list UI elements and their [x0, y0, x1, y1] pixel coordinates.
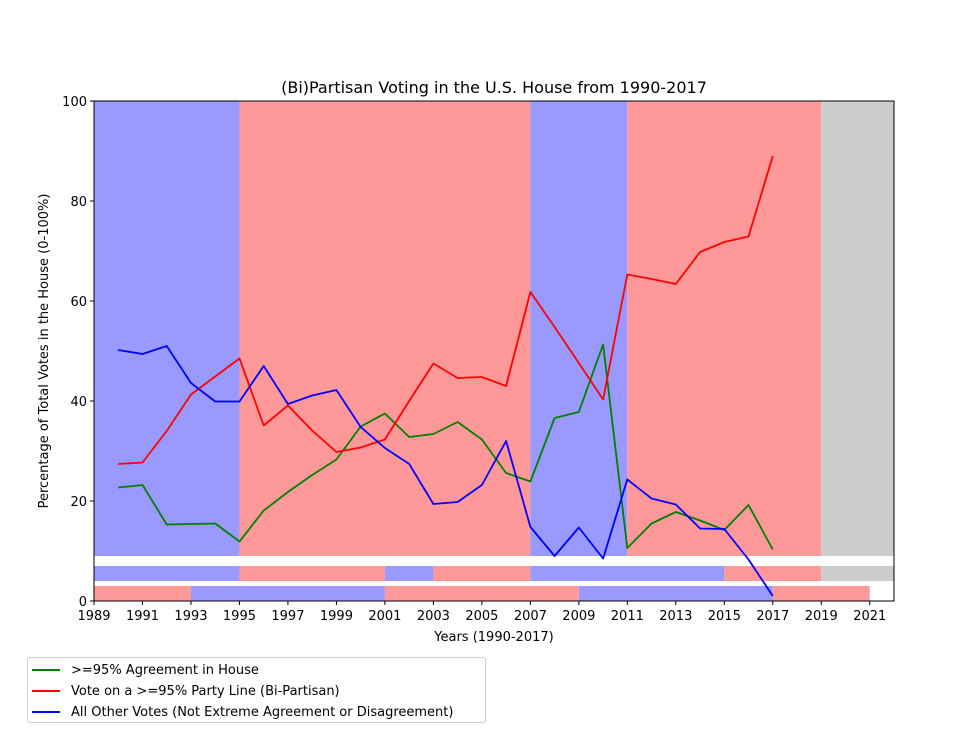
y-tick-label: 20 [70, 495, 87, 510]
y-tick-label: 40 [70, 395, 87, 410]
band-lower-strip [772, 586, 870, 601]
x-tick-label: 2001 [368, 609, 401, 624]
legend-swatch-blue [32, 711, 60, 713]
band-upper-strip [724, 566, 822, 581]
x-tick-label: 2011 [611, 609, 644, 624]
series-line-0 [118, 343, 774, 550]
y-axis: 0 20 40 60 80 100 [62, 95, 94, 610]
x-tick-label: 2009 [562, 609, 595, 624]
x-tick-label: 1999 [320, 609, 353, 624]
band-main [530, 101, 628, 556]
x-tick-label: 1995 [223, 609, 256, 624]
background-bands [94, 101, 894, 601]
x-tick-label: 2019 [805, 609, 838, 624]
x-tick-label: 1991 [126, 609, 159, 624]
x-tick-label: 1993 [174, 609, 207, 624]
y-tick-label: 60 [70, 295, 87, 310]
x-tick-label: 2005 [465, 609, 498, 624]
band-upper-strip [821, 566, 894, 581]
band-lower-strip [94, 586, 191, 601]
band-upper-strip [433, 566, 531, 581]
legend-item-party-line: Vote on a >=95% Party Line (Bi-Partisan) [28, 681, 340, 701]
band-main [627, 101, 822, 556]
band-main [94, 101, 240, 556]
x-tick-label: 1997 [271, 609, 304, 624]
y-tick-label: 80 [70, 195, 87, 210]
x-tick-label: 2007 [514, 609, 547, 624]
chart-title: (Bi)Partisan Voting in the U.S. House fr… [281, 78, 707, 97]
y-tick-label: 0 [79, 595, 87, 610]
band-upper-strip [94, 566, 240, 581]
band-lower-strip [190, 586, 385, 601]
y-axis-label: Percentage of Total Votes in the House (… [37, 194, 52, 509]
legend-item-other: All Other Votes (Not Extreme Agreement o… [28, 702, 453, 722]
series-line-2 [118, 345, 774, 597]
legend-swatch-green [32, 669, 60, 671]
band-main [239, 101, 531, 556]
series-lines [118, 155, 774, 597]
x-tick-label: 1989 [77, 609, 110, 624]
band-upper-strip [530, 566, 725, 581]
legend-label: Vote on a >=95% Party Line (Bi-Partisan) [71, 683, 340, 699]
x-tick-label: 2021 [853, 609, 886, 624]
legend-label: >=95% Agreement in House [71, 662, 259, 678]
series-line-1 [118, 155, 774, 465]
band-main [821, 101, 894, 556]
legend-item-agreement: >=95% Agreement in House [28, 660, 259, 680]
legend: >=95% Agreement in House Vote on a >=95%… [27, 657, 486, 723]
legend-swatch-red [32, 690, 60, 692]
x-tick-label: 2017 [756, 609, 789, 624]
y-tick-label: 100 [62, 95, 87, 110]
band-upper-strip [384, 566, 434, 581]
band-lower-strip [384, 586, 579, 601]
x-axis: 1989 1991 1993 1995 1997 1999 2001 2003 2005 2007… [77, 601, 886, 624]
x-tick-label: 2003 [417, 609, 450, 624]
band-upper-strip [239, 566, 385, 581]
x-tick-label: 2015 [708, 609, 741, 624]
legend-label: All Other Votes (Not Extreme Agreement o… [71, 704, 454, 720]
plot-frame [93, 100, 895, 602]
x-tick-label: 2013 [659, 609, 692, 624]
x-axis-label: Years (1990-2017) [433, 630, 553, 645]
band-lower-strip [578, 586, 773, 601]
